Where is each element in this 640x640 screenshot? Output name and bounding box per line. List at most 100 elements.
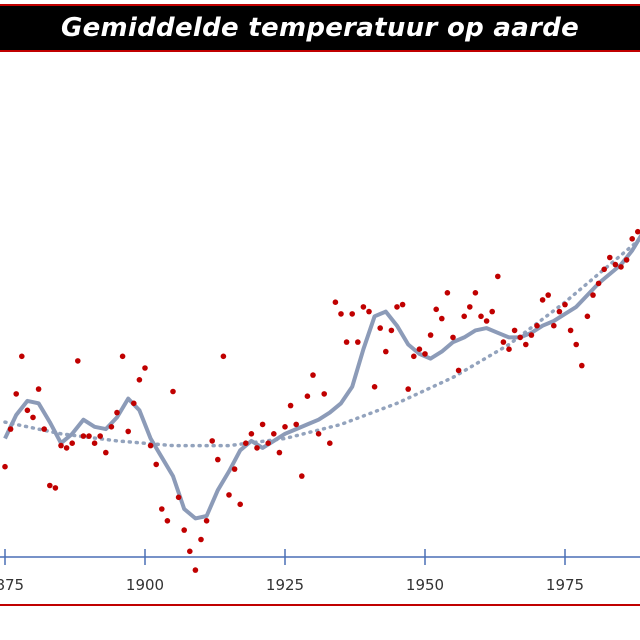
- data-point: [103, 449, 109, 456]
- data-point: [411, 353, 417, 360]
- data-point: [388, 327, 395, 334]
- data-point: [125, 428, 131, 435]
- data-point: [433, 306, 440, 313]
- data-point: [114, 409, 120, 416]
- data-point: [187, 548, 193, 555]
- data-point: [416, 346, 423, 353]
- data-point: [483, 318, 490, 324]
- data-point: [181, 527, 187, 533]
- data-point: [147, 442, 154, 449]
- data-point: [355, 339, 361, 345]
- data-point: [80, 433, 87, 439]
- data-points: [2, 228, 640, 573]
- data-point: [472, 290, 479, 296]
- data-point: [635, 228, 640, 235]
- data-point: [478, 313, 484, 320]
- data-point: [75, 358, 81, 364]
- data-point: [271, 431, 277, 437]
- data-point: [52, 485, 59, 491]
- data-point: [276, 449, 283, 456]
- data-point: [545, 292, 551, 298]
- x-tick-label: 1975: [546, 576, 584, 594]
- data-point: [282, 424, 288, 430]
- data-point: [24, 407, 31, 414]
- data-point: [30, 414, 36, 421]
- data-point: [7, 426, 14, 432]
- data-point: [629, 236, 635, 242]
- data-point: [517, 334, 523, 341]
- data-point: [58, 442, 64, 449]
- data-point: [489, 308, 496, 315]
- data-point: [237, 501, 243, 508]
- data-point: [35, 386, 42, 392]
- data-point: [153, 461, 159, 468]
- data-point: [579, 362, 585, 369]
- data-point: [192, 567, 199, 573]
- data-point: [360, 304, 367, 310]
- data-point: [209, 438, 215, 444]
- data-point: [47, 482, 53, 489]
- data-point: [164, 518, 171, 524]
- data-point: [450, 334, 456, 341]
- data-point: [612, 261, 619, 268]
- data-point: [623, 257, 630, 263]
- data-point: [119, 353, 126, 360]
- data-point: [310, 372, 316, 378]
- data-point: [366, 308, 372, 315]
- data-point: [500, 339, 507, 345]
- chart-title: Gemiddelde temperatuur op aarde: [60, 13, 580, 43]
- data-point: [455, 367, 462, 374]
- data-point: [254, 445, 260, 451]
- data-point: [427, 332, 434, 338]
- data-point: [607, 254, 613, 261]
- data-point: [539, 297, 546, 303]
- data-point: [142, 365, 148, 371]
- x-tick-label: 1900: [126, 576, 164, 594]
- data-point: [259, 421, 266, 428]
- data-point: [203, 518, 210, 524]
- data-point: [461, 313, 468, 320]
- data-point: [467, 304, 473, 310]
- x-tick-label: 1950: [406, 576, 444, 594]
- x-tick-label: 1925: [266, 576, 304, 594]
- data-point: [175, 494, 182, 501]
- data-point: [371, 384, 378, 390]
- data-point: [19, 353, 25, 360]
- data-point: [338, 311, 344, 317]
- data-point: [315, 431, 322, 437]
- data-point: [2, 463, 8, 470]
- data-point: [159, 506, 165, 512]
- data-point: [439, 315, 445, 322]
- data-point: [528, 332, 535, 338]
- data-point: [573, 341, 579, 348]
- data-point: [299, 473, 305, 479]
- data-point: [584, 313, 591, 320]
- x-axis: 1875 1900 1925 1950 1975: [0, 549, 640, 594]
- data-point: [422, 351, 428, 357]
- data-point: [327, 440, 333, 447]
- data-point: [495, 273, 501, 280]
- data-point: [551, 322, 557, 329]
- data-point: [343, 339, 350, 345]
- data-point: [198, 536, 204, 543]
- data-point: [136, 377, 143, 383]
- data-point: [220, 353, 227, 360]
- data-point: [41, 426, 47, 432]
- data-point: [231, 466, 238, 472]
- data-point: [567, 327, 574, 334]
- data-point: [243, 440, 249, 447]
- data-point: [97, 433, 103, 439]
- data-point: [595, 280, 602, 287]
- data-point: [226, 492, 232, 498]
- data-point: [13, 391, 19, 397]
- data-point: [108, 424, 115, 430]
- data-point: [349, 311, 356, 317]
- data-point: [91, 440, 98, 447]
- bottom-frame: [0, 604, 640, 640]
- data-point: [69, 440, 75, 447]
- data-point: [304, 393, 311, 400]
- data-point: [590, 292, 596, 298]
- data-point: [506, 346, 512, 353]
- title-bar: Gemiddelde temperatuur op aarde: [0, 4, 640, 52]
- data-point: [399, 301, 406, 308]
